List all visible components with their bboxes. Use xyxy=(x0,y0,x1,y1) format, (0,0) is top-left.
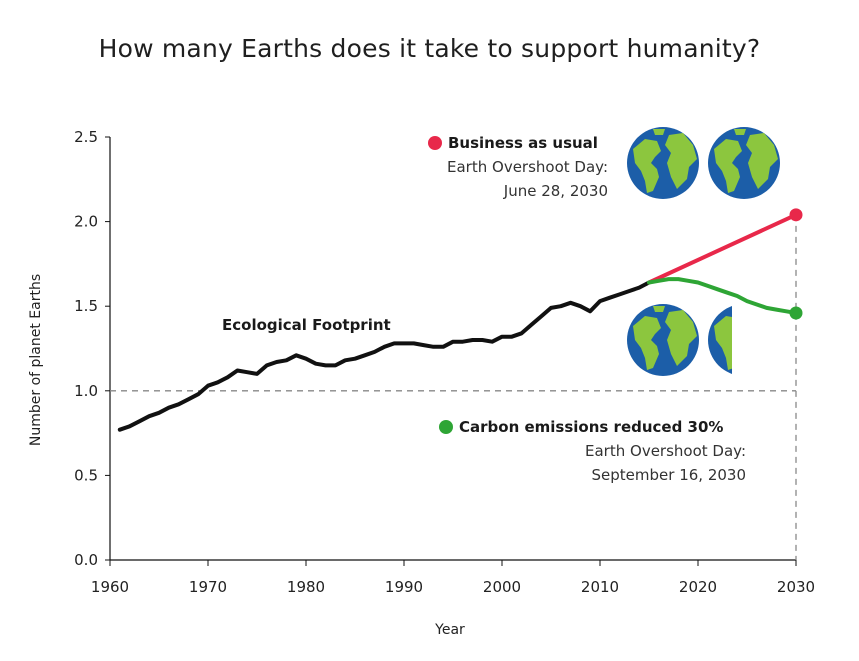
footprint-label: Ecological Footprint xyxy=(222,316,391,334)
business-as-usual-line xyxy=(647,212,798,285)
earth-icon xyxy=(627,127,699,199)
x-tick-label: 1980 xyxy=(287,578,325,596)
y-tick-label: 1.5 xyxy=(74,297,98,315)
globe-land xyxy=(653,306,665,312)
x-tick-label: 1970 xyxy=(189,578,227,596)
x-tick-label: 1960 xyxy=(91,578,129,596)
x-tick-label: 2000 xyxy=(483,578,521,596)
carbon-reduced-line xyxy=(647,277,798,315)
globe-land xyxy=(714,139,742,193)
earth-icon xyxy=(708,127,780,199)
y-tick-label: 0.0 xyxy=(74,551,98,569)
bau-overshoot-label: Earth Overshoot Day: xyxy=(447,158,608,176)
x-tick-label: 1990 xyxy=(385,578,423,596)
carbon-legend-dot xyxy=(439,420,453,434)
carbon-reduced-endpoint xyxy=(789,306,803,320)
x-tick-label: 2020 xyxy=(679,578,717,596)
bau-overshoot-date: June 28, 2030 xyxy=(503,182,608,200)
x-axis-label: Year xyxy=(434,622,465,638)
globe-land xyxy=(633,139,661,193)
chart-title: How many Earths does it take to support … xyxy=(98,34,761,63)
globe-land xyxy=(746,133,778,189)
carbon-overshoot-label: Earth Overshoot Day: xyxy=(585,442,746,460)
globe-land xyxy=(665,310,697,366)
globe-land xyxy=(734,129,746,135)
carbon-title: Carbon emissions reduced 30% xyxy=(459,418,723,436)
globe-land xyxy=(653,129,665,135)
earth-icon xyxy=(627,304,699,376)
y-axis-label: Number of planet Earths xyxy=(28,274,44,446)
y-tick-label: 2.0 xyxy=(74,213,98,231)
globe-land xyxy=(665,133,697,189)
y-tick-label: 1.0 xyxy=(74,382,98,400)
bau-title: Business as usual xyxy=(448,134,598,152)
bau-legend-dot xyxy=(428,136,442,150)
y-tick-label: 0.5 xyxy=(74,466,98,484)
globe-land xyxy=(633,316,661,370)
earth-icon-partial xyxy=(708,306,778,374)
x-tick-label: 2030 xyxy=(777,578,815,596)
globe-land xyxy=(734,306,746,312)
globe-land xyxy=(746,310,778,366)
carbon-overshoot-date: September 16, 2030 xyxy=(592,466,746,484)
x-tick-label: 2010 xyxy=(581,578,619,596)
business-as-usual-endpoint xyxy=(789,208,803,222)
globe-land xyxy=(714,316,732,370)
y-tick-label: 2.5 xyxy=(74,128,98,146)
footprint-line xyxy=(117,280,651,432)
